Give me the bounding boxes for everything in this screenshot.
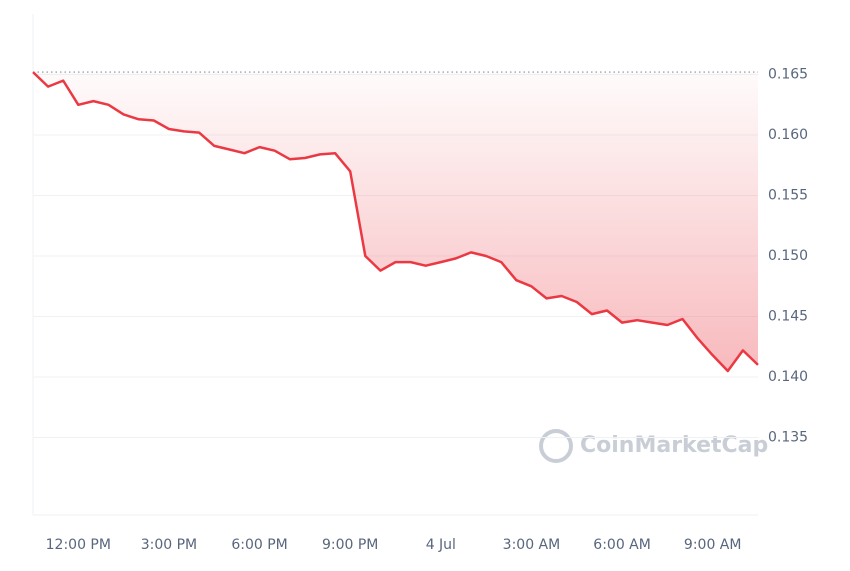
y-tick-label: 0.155 xyxy=(768,188,808,204)
y-tick-label: 0.150 xyxy=(768,248,808,264)
y-tick-label: 0.165 xyxy=(768,67,808,83)
x-tick-label: 3:00 PM xyxy=(141,537,197,553)
x-tick-label: 6:00 PM xyxy=(231,537,287,553)
y-tick-label: 0.135 xyxy=(768,430,808,446)
watermark: CoinMarketCap xyxy=(580,433,768,458)
x-tick-label: 6:00 AM xyxy=(593,537,651,553)
x-tick-label: 12:00 PM xyxy=(46,537,111,553)
x-tick-label: 9:00 PM xyxy=(322,537,378,553)
y-tick-label: 0.160 xyxy=(768,127,808,143)
x-tick-label: 3:00 AM xyxy=(503,537,561,553)
x-tick-label: 4 Jul xyxy=(426,537,456,553)
price-line xyxy=(32,71,759,373)
y-tick-label: 0.145 xyxy=(768,309,808,325)
watermark-logo xyxy=(539,429,573,463)
x-tick-label: 9:00 AM xyxy=(684,537,742,553)
area xyxy=(33,72,758,371)
y-tick-label: 0.140 xyxy=(768,369,808,385)
